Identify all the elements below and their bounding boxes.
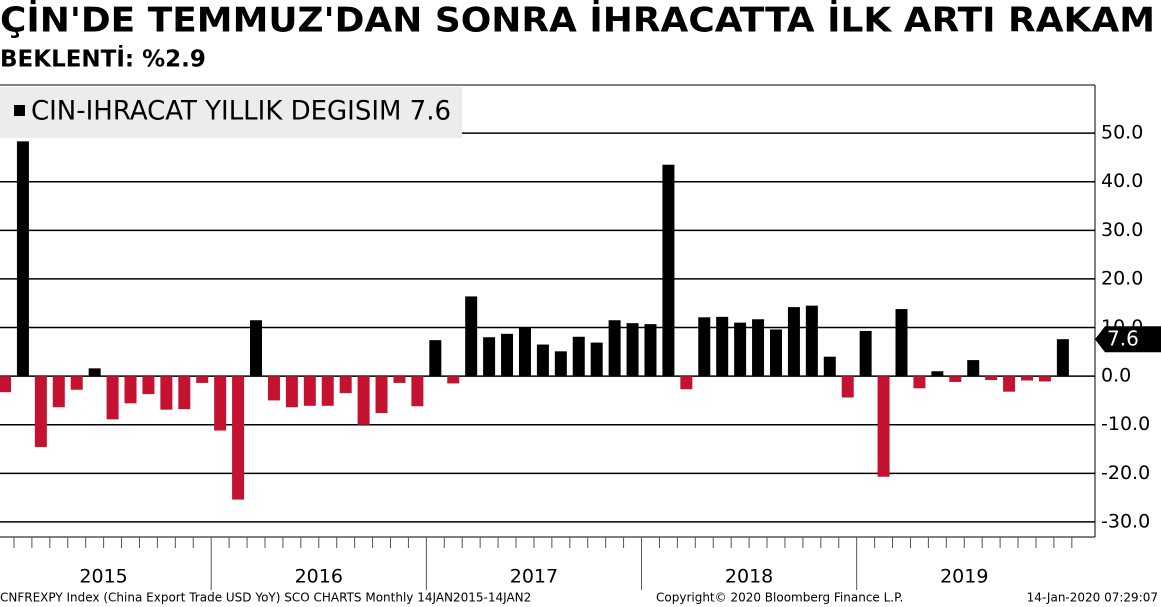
bar xyxy=(608,320,621,377)
bar xyxy=(680,376,693,390)
bar xyxy=(375,376,388,414)
y-tick-label: -30.0 xyxy=(1101,510,1150,532)
bar xyxy=(931,371,944,377)
chart-title: ÇİN'DE TEMMUZ'DAN SONRA İHRACATTA İLK AR… xyxy=(0,0,1155,41)
bar xyxy=(572,336,585,377)
footer-left: CNFREXPY Index (China Export Trade USD Y… xyxy=(0,591,531,605)
bar xyxy=(1003,376,1016,392)
bar xyxy=(88,368,101,377)
bar xyxy=(949,376,962,382)
bar xyxy=(285,376,298,408)
bar xyxy=(859,330,872,377)
bar xyxy=(644,324,657,377)
bar xyxy=(877,376,890,477)
legend-label: CIN-IHRACAT YILLIK DEGISIM 7.6 xyxy=(31,96,451,127)
legend-swatch xyxy=(14,105,25,116)
bar xyxy=(160,376,173,410)
bar xyxy=(716,316,729,377)
bar xyxy=(429,340,442,377)
bar xyxy=(895,309,908,377)
bar xyxy=(841,376,854,398)
bar xyxy=(769,329,782,377)
y-tick-label: 50.0 xyxy=(1101,122,1143,144)
bar xyxy=(554,351,567,377)
bar xyxy=(321,376,334,406)
y-tick-label: 20.0 xyxy=(1101,267,1143,289)
bar xyxy=(985,376,998,381)
bar xyxy=(752,319,765,377)
bar xyxy=(662,164,675,377)
x-group-label: 2015 xyxy=(79,566,127,588)
bar xyxy=(483,337,496,377)
bar xyxy=(106,376,119,420)
bar xyxy=(734,322,747,377)
bar xyxy=(196,376,209,383)
bar xyxy=(357,376,370,425)
y-tick-label: -20.0 xyxy=(1101,462,1150,484)
x-group-label: 2019 xyxy=(940,566,988,588)
bar xyxy=(16,141,29,377)
y-tick-label: 30.0 xyxy=(1101,219,1143,241)
bar xyxy=(303,376,316,406)
bar xyxy=(805,305,818,377)
bar xyxy=(267,376,280,401)
bar xyxy=(698,317,711,377)
legend-box xyxy=(0,87,462,138)
footer-center: Copyright© 2020 Bloomberg Finance L.P. xyxy=(656,591,903,605)
bar xyxy=(34,376,47,448)
bar xyxy=(250,320,263,377)
bar xyxy=(214,376,227,431)
footer-right: 14-Jan-2020 07:29:07 xyxy=(1027,591,1158,605)
bar xyxy=(232,376,245,500)
chart-subtitle: BEKLENTİ: %2.9 xyxy=(0,45,206,73)
bar xyxy=(913,376,926,389)
x-group-label: 2018 xyxy=(725,566,773,588)
bar xyxy=(339,376,352,394)
bar xyxy=(124,376,137,404)
bar xyxy=(536,344,549,377)
bar xyxy=(70,376,83,390)
bar xyxy=(0,376,11,393)
x-group-label: 2017 xyxy=(510,566,558,588)
bar xyxy=(411,376,424,407)
bar xyxy=(518,327,531,377)
bar xyxy=(590,342,603,377)
x-group-label: 2016 xyxy=(295,566,343,588)
bar xyxy=(447,376,460,384)
bar xyxy=(823,356,836,377)
y-tick-label: 40.0 xyxy=(1101,170,1143,192)
bar xyxy=(967,360,980,377)
last-value-tag xyxy=(1095,326,1161,353)
bar xyxy=(52,376,65,408)
bar xyxy=(465,296,478,377)
bar xyxy=(1056,339,1069,377)
last-value-label: 7.6 xyxy=(1107,327,1139,351)
bar xyxy=(787,307,800,377)
bar xyxy=(626,323,639,377)
bar xyxy=(393,376,406,383)
bar xyxy=(1021,376,1034,381)
y-tick-label: -10.0 xyxy=(1101,413,1150,435)
bar xyxy=(142,376,155,395)
legend: CIN-IHRACAT YILLIK DEGISIM 7.6 xyxy=(0,87,462,138)
bar xyxy=(1038,376,1051,382)
y-tick-label: 0.0 xyxy=(1101,365,1131,387)
bar xyxy=(178,376,191,410)
bar xyxy=(501,333,514,377)
